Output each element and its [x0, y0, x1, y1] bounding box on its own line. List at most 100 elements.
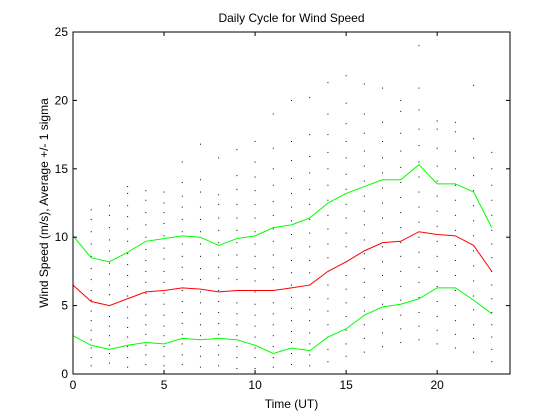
scatter-point — [254, 291, 256, 293]
scatter-point — [127, 186, 129, 188]
scatter-point — [90, 268, 92, 270]
scatter-point — [127, 264, 129, 266]
scatter-point — [345, 188, 347, 190]
series-layer — [72, 164, 493, 355]
scatter-point — [345, 355, 347, 357]
scatter-point — [218, 229, 220, 231]
scatter-point — [327, 257, 329, 259]
scatter-point — [454, 259, 456, 261]
scatter-point — [127, 357, 129, 359]
scatter-point — [145, 199, 147, 201]
scatter-point — [272, 201, 274, 203]
scatter-point — [291, 272, 292, 274]
scatter-point — [436, 128, 438, 130]
scatter-point — [491, 361, 493, 363]
scatter-point — [199, 324, 201, 326]
scatter-point — [291, 220, 292, 222]
x-axis-label: Time (UT) — [265, 397, 319, 411]
scatter-point — [163, 270, 165, 272]
scatter-point — [382, 275, 384, 276]
scatter-point — [218, 344, 220, 346]
scatter-point — [272, 214, 274, 216]
scatter-point — [199, 313, 201, 315]
scatter-point — [90, 310, 92, 312]
scatter-point — [127, 228, 129, 230]
scatter-point — [473, 280, 475, 282]
scatter-point — [309, 172, 311, 174]
scatter-point — [236, 203, 238, 205]
scatter-point — [108, 250, 110, 252]
scatter-point — [163, 335, 165, 337]
scatter-point — [400, 285, 402, 287]
scatter-point — [309, 246, 311, 248]
scatter-point — [291, 247, 292, 249]
scatter-point — [108, 284, 110, 286]
scatter-point — [454, 199, 456, 201]
scatter-point — [218, 242, 220, 244]
scatter-point — [272, 168, 274, 170]
scatter-point — [291, 352, 292, 354]
scatter-point — [309, 188, 311, 190]
scatter-point — [145, 259, 147, 261]
scatter-point — [127, 192, 129, 194]
scatter-point — [345, 173, 347, 175]
scatter-point — [491, 168, 493, 170]
scatter-point — [418, 281, 420, 283]
plot-frame — [72, 31, 511, 375]
scatter-point — [254, 314, 256, 316]
scatter-point — [382, 217, 384, 219]
x-tick-label: 15 — [339, 378, 353, 392]
scatter-point — [345, 246, 347, 248]
scatter-point — [127, 306, 129, 308]
scatter-point — [181, 301, 183, 302]
scatter-point — [454, 305, 456, 307]
scatter-point — [272, 254, 274, 256]
scatter-point — [363, 239, 365, 241]
scatter-point — [418, 87, 420, 89]
scatter-point — [491, 243, 493, 245]
chart-title: Daily Cycle for Wind Speed — [218, 11, 364, 25]
scatter-point — [473, 324, 475, 326]
scatter-point — [345, 123, 347, 125]
lower-sigma-line — [72, 287, 493, 355]
scatter-point — [291, 320, 292, 322]
scatter-point — [127, 253, 129, 255]
scatter-point — [382, 202, 384, 204]
scatter-point — [145, 303, 147, 305]
scatter-point — [363, 268, 365, 270]
scatter-point — [309, 134, 311, 136]
scatter-point — [236, 279, 238, 281]
average-line — [72, 231, 493, 307]
scatter-point — [199, 355, 201, 357]
scatter-point — [418, 311, 420, 313]
scatter-point — [363, 351, 365, 353]
scatter-point — [309, 232, 311, 234]
scatter-point — [436, 120, 438, 122]
scatter-point — [382, 261, 384, 263]
scatter-point — [127, 285, 129, 287]
scatter-point — [291, 342, 292, 344]
scatter-point — [218, 333, 220, 335]
scatter-point — [145, 314, 147, 316]
scatter-point — [473, 235, 475, 237]
scatter-point — [454, 121, 456, 123]
scatter-point — [272, 147, 274, 149]
scatter-point — [473, 175, 475, 177]
scatter-point — [327, 310, 329, 312]
scatter-point — [454, 244, 456, 246]
scatter-point — [181, 279, 183, 281]
scatter-point — [363, 310, 365, 312]
scatter-point — [309, 332, 311, 334]
scatter-point — [327, 243, 329, 245]
scatter-point — [90, 231, 92, 233]
scatter-point — [199, 346, 201, 348]
scatter-point — [491, 311, 493, 313]
scatter-point — [418, 236, 420, 238]
scatter-point — [254, 303, 256, 305]
scatter-point — [400, 255, 402, 257]
scatter-point — [327, 184, 329, 186]
scatter-point — [218, 254, 220, 256]
scatter-point — [236, 324, 238, 326]
scatter-point — [382, 232, 384, 234]
scatter-point — [272, 266, 274, 268]
